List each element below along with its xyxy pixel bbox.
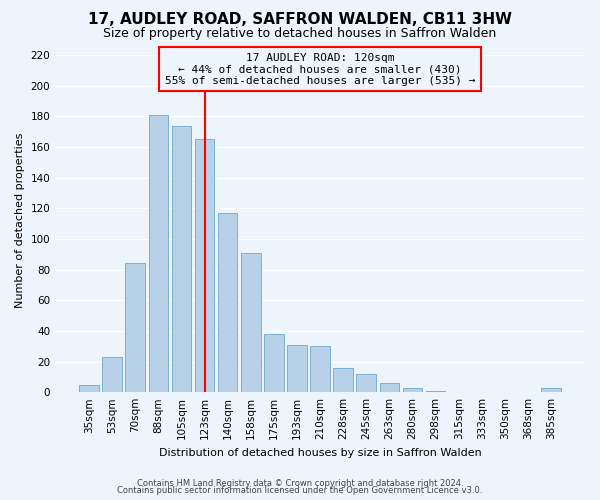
Bar bbox=[403, 388, 422, 392]
Bar bbox=[79, 384, 99, 392]
Bar bbox=[149, 115, 168, 392]
Bar bbox=[241, 253, 260, 392]
Bar bbox=[125, 264, 145, 392]
Bar bbox=[541, 388, 561, 392]
Text: 17 AUDLEY ROAD: 120sqm
← 44% of detached houses are smaller (430)
55% of semi-de: 17 AUDLEY ROAD: 120sqm ← 44% of detached… bbox=[165, 52, 475, 86]
Bar bbox=[172, 126, 191, 392]
Text: 17, AUDLEY ROAD, SAFFRON WALDEN, CB11 3HW: 17, AUDLEY ROAD, SAFFRON WALDEN, CB11 3H… bbox=[88, 12, 512, 28]
Bar bbox=[426, 390, 445, 392]
Bar bbox=[103, 357, 122, 392]
Bar bbox=[264, 334, 284, 392]
X-axis label: Distribution of detached houses by size in Saffron Walden: Distribution of detached houses by size … bbox=[159, 448, 481, 458]
Bar bbox=[356, 374, 376, 392]
Text: Contains public sector information licensed under the Open Government Licence v3: Contains public sector information licen… bbox=[118, 486, 482, 495]
Y-axis label: Number of detached properties: Number of detached properties bbox=[15, 132, 25, 308]
Text: Size of property relative to detached houses in Saffron Walden: Size of property relative to detached ho… bbox=[103, 28, 497, 40]
Bar bbox=[195, 140, 214, 392]
Text: Contains HM Land Registry data © Crown copyright and database right 2024.: Contains HM Land Registry data © Crown c… bbox=[137, 478, 463, 488]
Bar bbox=[334, 368, 353, 392]
Bar bbox=[218, 213, 238, 392]
Bar bbox=[287, 344, 307, 392]
Bar bbox=[310, 346, 330, 392]
Bar bbox=[380, 383, 399, 392]
